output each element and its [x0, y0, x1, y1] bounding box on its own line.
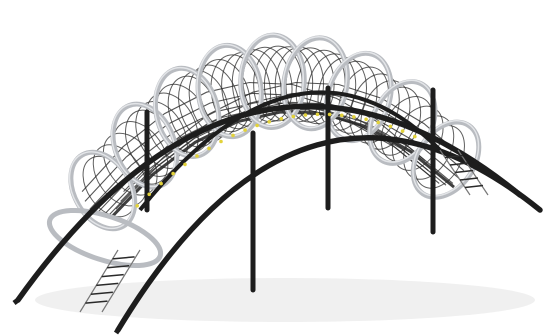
support-posts	[12, 85, 436, 335]
rope-ladders	[79, 149, 489, 313]
ground-shadow	[35, 278, 535, 322]
yellow-clip	[400, 129, 405, 133]
right-ladder-rung	[464, 184, 484, 189]
post-foot	[12, 298, 20, 305]
yellow-clip	[413, 134, 417, 139]
steel-rings	[46, 32, 482, 269]
yellow-clips	[135, 112, 417, 208]
yellow-clip	[171, 171, 175, 176]
left-ladder-rung	[101, 273, 124, 278]
net-floor	[109, 110, 455, 219]
yellow-clip	[147, 192, 151, 197]
steel-ring	[195, 42, 264, 140]
yellow-clip	[195, 154, 199, 158]
left-ladder-rung	[107, 264, 130, 269]
left-ladder-side	[101, 249, 141, 313]
front-rail	[115, 135, 543, 333]
yellow-clip	[327, 112, 332, 117]
left-ladder-rung	[112, 256, 135, 260]
right-ladder-rung	[459, 177, 479, 181]
yellow-clip	[255, 123, 259, 128]
entry-ring	[46, 207, 164, 269]
right-ladder-side	[457, 149, 489, 196]
outer-rail	[15, 103, 523, 303]
yellow-clip	[279, 117, 284, 121]
left-ladder-side	[79, 249, 119, 313]
yellow-clip	[364, 117, 368, 122]
left-ladder-rung	[96, 282, 119, 287]
black-arch-frame	[15, 90, 543, 333]
steel-ring-highlight	[239, 33, 305, 128]
yellow-clip	[267, 120, 272, 124]
net-hoop	[92, 144, 147, 207]
yellow-clip	[352, 115, 356, 119]
yellow-clip	[376, 120, 381, 125]
net-strand	[123, 81, 468, 192]
right-ladder-rung	[444, 154, 464, 159]
right-ladder-rung	[449, 162, 469, 166]
yellow-clip	[315, 112, 320, 117]
yellow-clip	[207, 146, 211, 151]
ground-shadow-ellipse	[35, 278, 535, 322]
steel-ring	[281, 35, 350, 132]
post-foot	[113, 328, 121, 335]
yellow-clip	[291, 114, 296, 119]
yellow-clip	[159, 181, 163, 186]
yellow-clip	[243, 128, 247, 132]
left-ladder-rung	[90, 291, 113, 296]
yellow-clip	[303, 113, 308, 117]
steel-ring-highlight	[282, 35, 348, 129]
net-hoop	[242, 46, 293, 123]
yellow-clip	[183, 162, 187, 167]
yellow-clip	[135, 204, 139, 208]
left-ladder-rung	[85, 300, 108, 304]
back-rail	[138, 90, 442, 212]
yellow-clip	[231, 133, 235, 138]
right-ladder-rung	[454, 169, 474, 174]
yellow-clip	[340, 113, 344, 118]
steel-ring	[238, 32, 307, 130]
yellow-clip	[388, 124, 393, 129]
yellow-clip	[219, 139, 223, 144]
steel-ring-highlight	[68, 151, 135, 230]
